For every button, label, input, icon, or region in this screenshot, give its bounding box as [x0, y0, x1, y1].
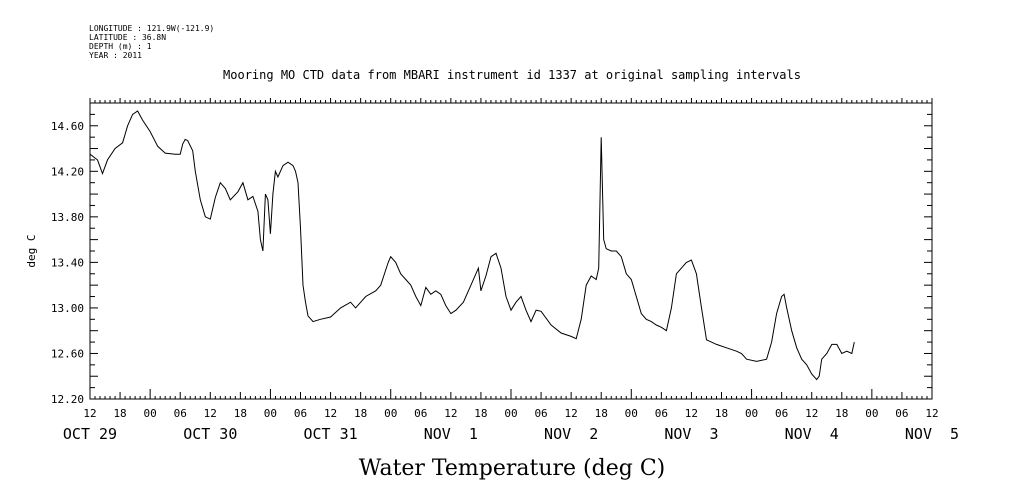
x-hour-label: 06 — [895, 407, 908, 420]
depth-text: DEPTH (m) : 1 — [89, 42, 152, 51]
x-hour-label: 00 — [865, 407, 878, 420]
x-day-label: NOV 3 — [664, 425, 718, 443]
x-hour-label: 00 — [144, 407, 157, 420]
series-line-water-temperature — [89, 110, 855, 381]
y-tick-label: 12.20 — [51, 393, 84, 406]
y-tick-label: 14.60 — [51, 120, 84, 133]
x-hour-label: 12 — [83, 407, 96, 420]
y-tick-label: 13.80 — [51, 211, 84, 224]
x-hour-label: 00 — [745, 407, 758, 420]
x-hour-label: 12 — [204, 407, 217, 420]
x-hour-label: 12 — [805, 407, 818, 420]
x-day-label: NOV 4 — [785, 425, 839, 443]
x-hour-label: 18 — [835, 407, 848, 420]
x-day-label: OCT 31 — [303, 425, 357, 443]
y-tick-label: 14.20 — [51, 165, 84, 178]
x-day-label: NOV 2 — [544, 425, 598, 443]
x-axis: 12 18 00 06 12 18 00 06 12 18 00 06 12 18 00 06 12 18 00 06… — [63, 98, 959, 443]
year-text: YEAR : 2011 — [89, 51, 142, 60]
y-tick-label: 13.40 — [51, 256, 84, 269]
x-hour-label: 12 — [685, 407, 698, 420]
latitude-text: LATITUDE : 36.8N — [89, 33, 166, 42]
x-axis-title: Water Temperature (deg C) — [359, 456, 666, 481]
x-hour-label: 00 — [625, 407, 638, 420]
x-hour-label: 00 — [504, 407, 517, 420]
x-hour-label: 18 — [354, 407, 367, 420]
x-hour-label: 06 — [655, 407, 668, 420]
x-day-label: NOV 5 — [905, 425, 959, 443]
x-hour-label: 18 — [113, 407, 126, 420]
longitude-text: LONGITUDE : 121.9W(-121.9) — [89, 24, 214, 33]
x-hour-label: 12 — [565, 407, 578, 420]
metadata-block: LONGITUDE : 121.9W(-121.9) LATITUDE : 36… — [89, 24, 214, 60]
x-hour-label: 06 — [294, 407, 307, 420]
x-day-label: OCT 30 — [183, 425, 237, 443]
x-hour-label: 18 — [474, 407, 487, 420]
x-hour-label: 18 — [715, 407, 728, 420]
x-hour-label: 12 — [925, 407, 938, 420]
x-hour-label: 00 — [384, 407, 397, 420]
x-hour-label: 06 — [534, 407, 547, 420]
y-tick-label: 13.00 — [51, 302, 84, 315]
x-hour-label: 06 — [414, 407, 427, 420]
y-tick-label: 12.60 — [51, 347, 84, 360]
x-day-label: NOV 1 — [424, 425, 478, 443]
y-axis: 12.20 12.60 13.00 13.40 13.80 14.20 14.60 — [51, 102, 932, 406]
x-hour-label: 18 — [595, 407, 608, 420]
plot-frame — [89, 102, 933, 400]
x-hour-label: 12 — [444, 407, 457, 420]
x-hour-label: 12 — [324, 407, 337, 420]
x-hour-label: 06 — [174, 407, 187, 420]
x-hour-label: 18 — [234, 407, 247, 420]
x-day-label: OCT 29 — [63, 425, 117, 443]
chart-title: Mooring MO CTD data from MBARI instrumen… — [223, 68, 801, 82]
x-hour-label: 00 — [264, 407, 277, 420]
y-axis-label: deg C — [25, 234, 38, 267]
x-hour-label: 06 — [775, 407, 788, 420]
